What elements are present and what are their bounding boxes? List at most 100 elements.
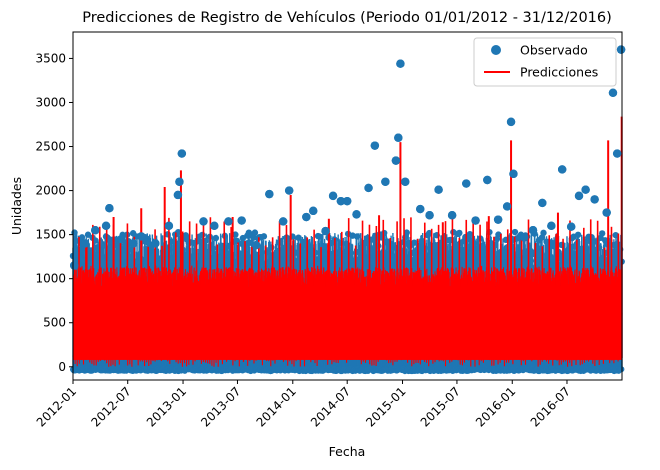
observado-outlier xyxy=(483,175,492,185)
observado-point-band xyxy=(260,233,268,240)
observado-point-band xyxy=(495,231,502,238)
observado-point-band xyxy=(540,229,547,237)
observado-outlier xyxy=(309,206,318,216)
observado-outlier xyxy=(471,216,480,225)
observado-outlier xyxy=(462,179,471,188)
observado-point-band xyxy=(212,234,220,242)
observado-outlier xyxy=(502,202,512,211)
observado-point-band xyxy=(311,249,319,256)
observado-point-band xyxy=(417,260,424,268)
observado-point-band xyxy=(247,239,254,246)
observado-outlier xyxy=(401,177,410,186)
observado-point-band xyxy=(511,228,519,236)
observado-point-band xyxy=(175,228,182,236)
observado-point-band xyxy=(217,258,224,265)
observado-outlier xyxy=(151,239,160,248)
observado-point-band xyxy=(583,259,591,266)
observado-outlier xyxy=(328,191,338,201)
observado-point-band xyxy=(337,240,344,247)
observado-outlier xyxy=(608,88,618,97)
x-tick-label: 2016-01 xyxy=(473,384,518,429)
observado-point-band xyxy=(295,234,302,241)
observado-point-band xyxy=(169,238,176,245)
observado-point-band xyxy=(474,251,481,258)
observado-outlier xyxy=(509,169,518,179)
observado-outlier xyxy=(284,186,294,195)
observado-outlier xyxy=(493,215,503,224)
observado-point-band xyxy=(362,239,370,246)
observado-point-band xyxy=(418,238,425,245)
observado-point-band xyxy=(415,251,422,259)
observado-point-band xyxy=(114,261,122,269)
y-tick-label: 500 xyxy=(43,316,66,330)
observado-outlier xyxy=(506,117,516,127)
observado-outlier xyxy=(391,156,401,165)
observado-outlier xyxy=(566,222,576,231)
observado-outlier xyxy=(602,208,611,217)
observado-outliers xyxy=(70,45,626,270)
legend-predicciones-label: Predicciones xyxy=(520,65,598,80)
observado-point-band xyxy=(549,255,556,262)
observado-outlier xyxy=(574,191,584,201)
observado-point-band xyxy=(99,259,107,267)
observado-point-band xyxy=(197,262,204,269)
observado-outlier xyxy=(105,204,114,213)
x-tick-label: 2014-07 xyxy=(308,384,353,429)
observado-point-band xyxy=(471,240,478,247)
observado-outlier xyxy=(199,217,208,226)
observado-point-band xyxy=(466,230,474,238)
plot-area xyxy=(69,31,626,381)
observado-outlier xyxy=(396,59,405,68)
observado-point-band xyxy=(277,238,284,245)
legend-observado-marker xyxy=(491,45,501,55)
observado-point-band xyxy=(426,229,433,237)
observado-point-low xyxy=(618,366,625,373)
observado-outlier xyxy=(434,185,443,194)
observado-outlier xyxy=(342,196,352,206)
observado-point-band xyxy=(211,259,218,266)
observado-point-band xyxy=(268,244,275,251)
observado-point-band xyxy=(173,259,180,266)
observado-outlier xyxy=(175,177,184,186)
observado-outlier xyxy=(547,221,556,231)
observado-outlier xyxy=(394,133,403,142)
x-tick-label: 2015-01 xyxy=(363,384,408,429)
observado-outlier xyxy=(117,234,126,244)
observado-point-band xyxy=(95,245,102,253)
observado-point-band xyxy=(84,231,92,238)
observado-point-band xyxy=(218,242,226,250)
observado-point-band xyxy=(356,259,364,266)
observado-outlier xyxy=(557,165,567,174)
observado-point-band xyxy=(591,238,598,245)
observado-outlier xyxy=(224,217,233,226)
observado-point-band xyxy=(519,258,526,266)
observado-outlier xyxy=(370,141,380,150)
observado-point-band xyxy=(574,231,582,238)
x-tick-label: 2013-01 xyxy=(144,384,189,429)
observado-point-band xyxy=(199,231,206,239)
observado-point-band xyxy=(298,261,305,269)
observado-outlier xyxy=(538,198,547,208)
x-tick-label: 2012-07 xyxy=(88,384,133,429)
observado-point-band xyxy=(80,257,87,264)
observado-point-band xyxy=(90,258,98,266)
series-predicciones xyxy=(72,116,623,367)
y-tick-label: 3000 xyxy=(35,95,66,109)
observado-point-band xyxy=(347,249,355,257)
y-tick-label: 2500 xyxy=(35,140,66,154)
legend: Observado Predicciones xyxy=(473,37,617,87)
observado-point-band xyxy=(322,261,329,269)
observado-point-band xyxy=(320,242,328,250)
observado-outlier xyxy=(528,226,538,235)
observado-point-band xyxy=(120,252,128,260)
observado-point-band xyxy=(232,231,239,238)
observado-outlier xyxy=(321,226,330,236)
observado-outlier xyxy=(381,177,390,186)
observado-outlier xyxy=(520,233,529,242)
observado-outlier xyxy=(91,226,100,235)
observado-point-band xyxy=(316,233,323,240)
observado-outlier xyxy=(425,211,434,220)
observado-point-band xyxy=(541,258,549,266)
observado-point-band xyxy=(251,229,259,236)
y-tick-label: 1000 xyxy=(35,272,66,286)
